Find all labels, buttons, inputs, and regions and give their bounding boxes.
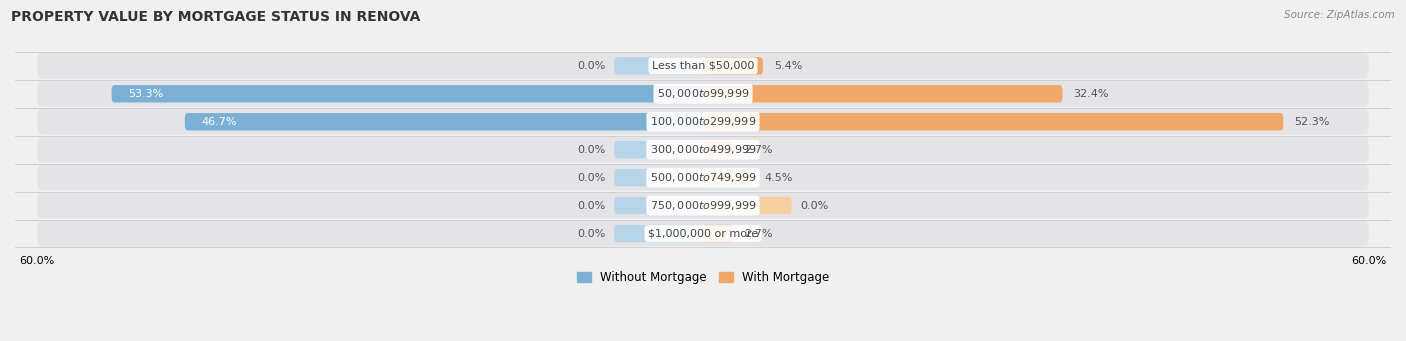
FancyBboxPatch shape xyxy=(184,113,703,130)
Text: $100,000 to $299,999: $100,000 to $299,999 xyxy=(650,115,756,128)
FancyBboxPatch shape xyxy=(37,137,1369,163)
FancyBboxPatch shape xyxy=(703,57,763,75)
Text: $300,000 to $499,999: $300,000 to $499,999 xyxy=(650,143,756,156)
Text: $500,000 to $749,999: $500,000 to $749,999 xyxy=(650,171,756,184)
Text: $750,000 to $999,999: $750,000 to $999,999 xyxy=(650,199,756,212)
Text: PROPERTY VALUE BY MORTGAGE STATUS IN RENOVA: PROPERTY VALUE BY MORTGAGE STATUS IN REN… xyxy=(11,10,420,24)
Text: 0.0%: 0.0% xyxy=(576,173,606,183)
FancyBboxPatch shape xyxy=(37,81,1369,107)
FancyBboxPatch shape xyxy=(703,197,792,214)
FancyBboxPatch shape xyxy=(703,141,733,158)
Text: 0.0%: 0.0% xyxy=(576,228,606,238)
Text: 32.4%: 32.4% xyxy=(1074,89,1109,99)
FancyBboxPatch shape xyxy=(614,225,703,242)
FancyBboxPatch shape xyxy=(614,197,703,214)
Text: 4.5%: 4.5% xyxy=(763,173,793,183)
Text: $50,000 to $99,999: $50,000 to $99,999 xyxy=(657,87,749,100)
Text: 0.0%: 0.0% xyxy=(800,201,830,210)
Legend: Without Mortgage, With Mortgage: Without Mortgage, With Mortgage xyxy=(572,266,834,288)
Text: 52.3%: 52.3% xyxy=(1295,117,1330,127)
Text: 2.7%: 2.7% xyxy=(744,228,772,238)
FancyBboxPatch shape xyxy=(37,193,1369,219)
FancyBboxPatch shape xyxy=(703,113,1284,130)
FancyBboxPatch shape xyxy=(614,141,703,158)
Text: 0.0%: 0.0% xyxy=(576,201,606,210)
FancyBboxPatch shape xyxy=(37,109,1369,135)
Text: 0.0%: 0.0% xyxy=(576,145,606,155)
Text: $1,000,000 or more: $1,000,000 or more xyxy=(648,228,758,238)
FancyBboxPatch shape xyxy=(37,221,1369,246)
Text: 53.3%: 53.3% xyxy=(128,89,163,99)
Text: 5.4%: 5.4% xyxy=(775,61,803,71)
FancyBboxPatch shape xyxy=(703,225,733,242)
FancyBboxPatch shape xyxy=(614,169,703,186)
Text: 46.7%: 46.7% xyxy=(201,117,238,127)
FancyBboxPatch shape xyxy=(37,53,1369,79)
Text: 0.0%: 0.0% xyxy=(576,61,606,71)
FancyBboxPatch shape xyxy=(37,165,1369,191)
FancyBboxPatch shape xyxy=(614,57,703,75)
Text: Source: ZipAtlas.com: Source: ZipAtlas.com xyxy=(1284,10,1395,20)
FancyBboxPatch shape xyxy=(703,169,754,186)
FancyBboxPatch shape xyxy=(703,85,1063,102)
Text: 2.7%: 2.7% xyxy=(744,145,772,155)
FancyBboxPatch shape xyxy=(111,85,703,102)
Text: Less than $50,000: Less than $50,000 xyxy=(652,61,754,71)
